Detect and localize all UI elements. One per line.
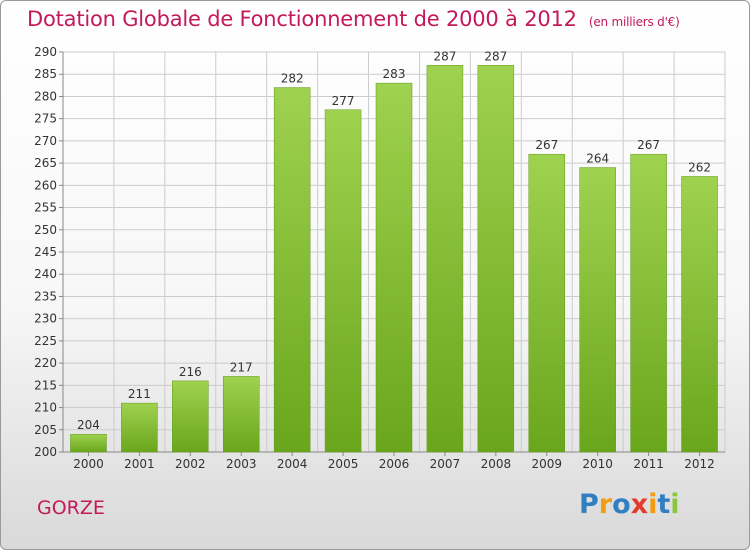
town-name: GORZE (37, 497, 105, 519)
value-label-2012: 262 (688, 160, 711, 174)
value-label-2007: 287 (433, 49, 456, 63)
y-tick-label: 275 (34, 112, 57, 126)
y-tick-label: 250 (34, 223, 57, 237)
title-text: Dotation Globale de Fonctionnement de 20… (27, 7, 577, 31)
logo-letter: i (648, 489, 658, 520)
y-tick-label: 245 (34, 245, 57, 259)
value-label-2002: 216 (179, 365, 202, 379)
bar-2010 (579, 167, 616, 453)
chart-title: Dotation Globale de Fonctionnement de 20… (27, 7, 680, 31)
y-tick-label: 280 (34, 89, 57, 103)
bar-2009 (528, 153, 566, 453)
y-tick-label: 225 (34, 334, 57, 348)
value-label-2000: 204 (77, 418, 100, 432)
y-tick-label: 235 (34, 289, 57, 303)
x-tick-label-2010: 2010 (582, 457, 613, 471)
logo-letter: P (579, 489, 599, 520)
y-tick-label: 230 (34, 312, 57, 326)
bar-2011 (630, 153, 667, 453)
bars (70, 65, 718, 453)
y-tick-label: 210 (34, 401, 57, 415)
value-label-2001: 211 (128, 387, 151, 401)
y-tick-label: 260 (34, 178, 57, 192)
x-tick-label-2011: 2011 (633, 457, 664, 471)
x-tick-label-2012: 2012 (684, 457, 715, 471)
y-tick-label: 200 (34, 445, 57, 459)
x-tick-label-2004: 2004 (277, 457, 308, 471)
y-tick-label: 285 (34, 67, 57, 81)
x-tick-label-2003: 2003 (226, 457, 257, 471)
x-tick-label-2006: 2006 (379, 457, 410, 471)
bar-2012 (681, 176, 718, 453)
y-tick-label: 220 (34, 356, 57, 370)
x-tick-label-2009: 2009 (531, 457, 562, 471)
y-tick-label: 290 (34, 45, 57, 59)
bar-2008 (477, 65, 515, 453)
y-tick-label: 270 (34, 134, 57, 148)
bar-2002 (172, 380, 209, 453)
bar-2001 (121, 402, 158, 453)
bar-2005 (324, 109, 362, 453)
value-label-2005: 277 (332, 94, 355, 108)
x-tick-label-2002: 2002 (175, 457, 206, 471)
x-tick-label-2001: 2001 (124, 457, 155, 471)
x-tick-label-2007: 2007 (430, 457, 461, 471)
logo-letter: i (670, 489, 680, 520)
y-tick-label: 215 (34, 378, 57, 392)
bar-2003 (222, 376, 260, 453)
value-label-2009: 267 (535, 138, 558, 152)
x-tick-label-2000: 2000 (73, 457, 104, 471)
value-label-2011: 267 (637, 138, 660, 152)
value-label-2008: 287 (484, 49, 507, 63)
y-tick-label: 255 (34, 201, 57, 215)
logo-letter: x (630, 489, 649, 520)
axes: 200 205 210 215 220 225 230 235 240 245 250 255 260 2… (34, 45, 725, 471)
y-tick-label: 240 (34, 267, 57, 281)
x-tick-label-2005: 2005 (328, 457, 359, 471)
x-tick-label-2008: 2008 (481, 457, 512, 471)
bar-2000 (70, 433, 107, 453)
proxiti-logo[interactable]: Proxiti (579, 489, 680, 520)
bar-2006 (375, 82, 413, 453)
logo-letter: o (612, 489, 631, 520)
logo-letter: r (598, 489, 613, 520)
chart-subtitle: (en milliers d'€) (588, 15, 680, 29)
y-tick-label: 265 (34, 156, 57, 170)
value-label-2003: 217 (230, 360, 253, 374)
bar-2004 (273, 87, 311, 453)
logo-letter: t (657, 489, 671, 520)
value-label-2010: 264 (586, 152, 609, 166)
value-label-2006: 283 (383, 67, 406, 81)
data-labels: 204 211 216 217 282 277 283 287 287 267 264 267 262 (77, 49, 711, 432)
value-label-2004: 282 (281, 72, 304, 86)
y-tick-label: 205 (34, 423, 57, 437)
bar-2007 (426, 65, 464, 453)
